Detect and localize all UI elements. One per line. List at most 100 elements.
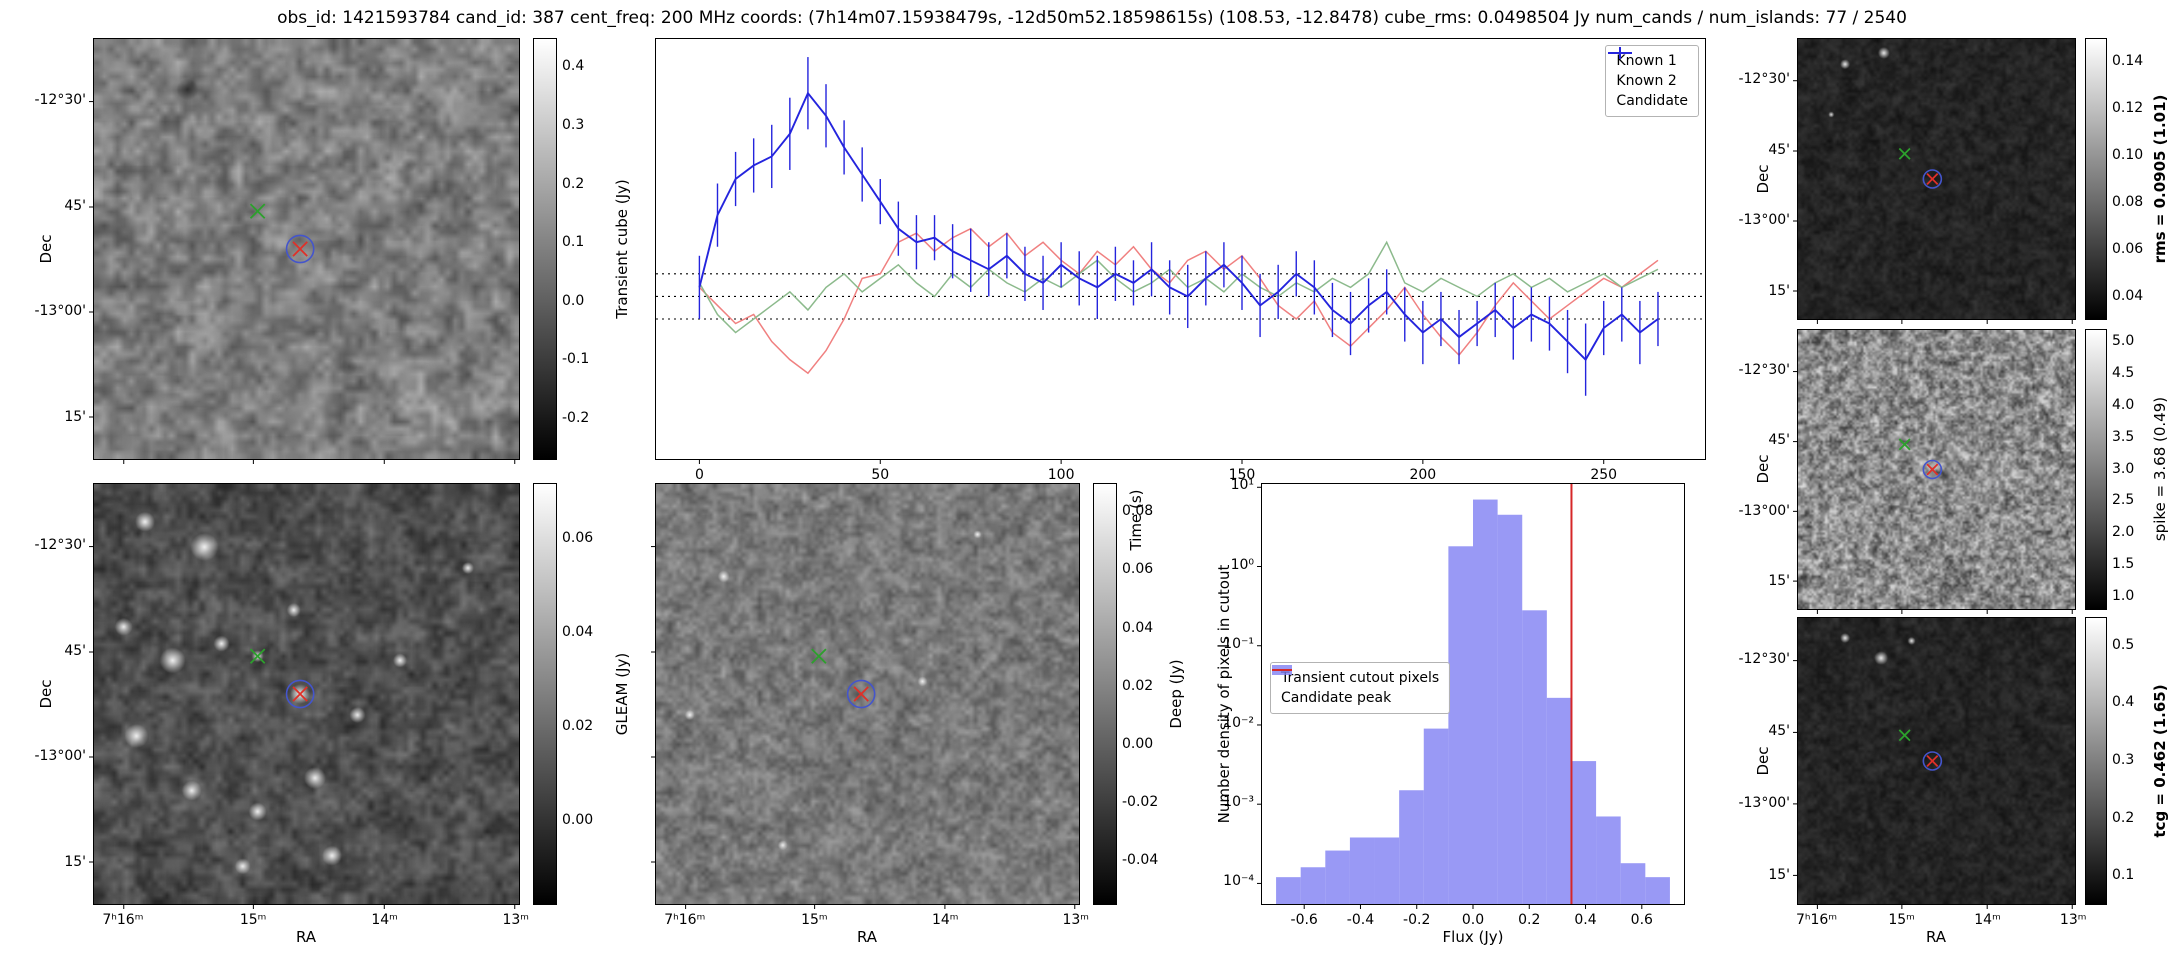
time-axis-label: Time (s) — [1127, 489, 1145, 551]
colorbar-tick-label: 0.04 — [562, 624, 594, 641]
density-tick-label: 10⁻¹ — [1223, 635, 1254, 652]
dec-axis-label: Dec — [1754, 454, 1772, 484]
dec-tick-label: -12°30' — [1738, 71, 1790, 88]
colorbar-tick-label: 0.4 — [562, 58, 585, 75]
ra-tick-label: 13ᵐ — [2059, 912, 2087, 928]
colorbar-tick-label: 0.00 — [562, 811, 594, 828]
colorbar-tick-label: 4.5 — [2112, 364, 2135, 381]
colorbar-tick-label: 0.08 — [1122, 503, 1154, 520]
deep-colorbar-label: Deep (Jy) — [1167, 659, 1185, 729]
dec-tick-label: 15' — [1768, 572, 1790, 589]
deep-cutout-image — [656, 484, 1079, 904]
dec-tick-label: -13°00' — [34, 748, 86, 765]
colorbar-tick-label: 1.5 — [2112, 556, 2135, 573]
dec-tick-label: 45' — [64, 197, 86, 214]
dec-tick-label: -12°30' — [34, 536, 86, 553]
spike-cutout-image — [1798, 330, 2075, 609]
gleam-colorbar — [533, 483, 557, 905]
flux-tick-label: -0.6 — [1290, 912, 1318, 928]
ra-tick-label: 15ᵐ — [801, 912, 828, 928]
ra-tick-label: 14ᵐ — [931, 912, 959, 928]
density-tick-label: 10⁻² — [1223, 714, 1254, 731]
spike-colorbar — [2085, 329, 2107, 610]
dec-axis-label: Dec — [1754, 746, 1772, 776]
tcg-cutout-image — [1798, 618, 2075, 904]
gleam-cutout-panel — [89, 483, 520, 909]
colorbar-tick-label: 5.0 — [2112, 332, 2135, 349]
histogram-ylabel: Number density of pixels in cutout — [1215, 564, 1233, 824]
transient-cutout-panel — [89, 38, 520, 464]
colorbar-tick-label: 0.00 — [1122, 735, 1154, 752]
ra-tick-label: 7ʰ16ᵐ — [664, 912, 706, 928]
legend-item-pixels: Transient cutout pixels — [1272, 665, 1440, 688]
flux-tick-label: -0.4 — [1346, 912, 1375, 928]
colorbar-tick-label: 0.04 — [2112, 287, 2144, 304]
lightcurve-canvas — [656, 57, 1705, 464]
dec-tick-label: -13°00' — [1738, 502, 1790, 519]
time-tick-label: 150 — [1228, 467, 1256, 483]
transient-cutout-overlay — [89, 101, 516, 464]
flux-tick-label: 0.0 — [1461, 912, 1485, 928]
figure-title: obs_id: 1421593784 cand_id: 387 cent_fre… — [277, 8, 1907, 28]
tcg-cutout-overlay — [1793, 660, 2073, 909]
transient-colorbar-label: Transient cube (Jy) — [613, 179, 631, 319]
ra-tick-label: 7ʰ16ᵐ — [1795, 912, 1838, 928]
colorbar-tick-label: 4.0 — [2112, 396, 2135, 413]
flux-tick-label: 0.2 — [1518, 912, 1541, 928]
rms-cutout-image — [1798, 39, 2075, 319]
legend-item-peak: Candidate peak — [1272, 669, 1439, 708]
rms-colorbar — [2085, 38, 2107, 320]
legend-label: Transient cutout pixels — [1281, 670, 1440, 686]
colorbar-tick-label: 1.0 — [2112, 588, 2135, 605]
colorbar-tick-label: -0.1 — [562, 351, 590, 368]
colorbar-tick-label: 2.5 — [2112, 492, 2135, 509]
colorbar-tick-label: 0.06 — [562, 530, 594, 547]
colorbar-tick-label: 0.06 — [1122, 561, 1154, 578]
legend-item-known2: Known 2 — [1608, 52, 1688, 91]
colorbar-tick-label: 0.14 — [2112, 52, 2144, 69]
density-tick-label: 10¹ — [1230, 477, 1254, 494]
dec-tick-label: 15' — [64, 853, 86, 870]
colorbar-tick-label: 0.04 — [1122, 619, 1154, 636]
dec-tick-label: 45' — [1768, 723, 1790, 740]
dec-axis-label: Dec — [1754, 164, 1772, 194]
tcg-cutout-panel — [1793, 617, 2076, 909]
histogram-canvas — [1257, 484, 1670, 909]
colorbar-tick-label: 2.0 — [2112, 524, 2135, 541]
ra-tick-label: 15ᵐ — [239, 912, 267, 928]
colorbar-tick-label: 0.1 — [562, 234, 585, 251]
gleam-colorbar-label: GLEAM (Jy) — [613, 652, 631, 736]
time-tick-label: 50 — [871, 467, 890, 483]
colorbar-tick-label: -0.04 — [1122, 852, 1159, 869]
colorbar-tick-label: 3.5 — [2112, 428, 2135, 445]
spike-cutout-panel — [1793, 329, 2076, 614]
ra-axis-label: RA — [856, 928, 878, 946]
colorbar-tick-label: 0.2 — [562, 175, 585, 192]
dec-tick-label: -13°00' — [34, 303, 86, 320]
dec-tick-label: 45' — [64, 642, 86, 659]
density-tick-label: 10⁰ — [1230, 556, 1254, 573]
colorbar-tick-label: 0.02 — [562, 717, 594, 734]
gleam-cutout-overlay — [89, 546, 516, 909]
dec-tick-label: 45' — [1768, 141, 1790, 158]
rms-colorbar-label: rms = 0.0905 (1.01) — [2151, 94, 2169, 264]
flux-histogram-plot: Transient cutout pixels Candidate peak — [1257, 483, 1685, 909]
flux-tick-label: 0.6 — [1630, 912, 1653, 928]
colorbar-tick-label: 0.5 — [2112, 636, 2135, 653]
colorbar-tick-label: 0.2 — [2112, 809, 2135, 826]
density-tick-label: 10⁻³ — [1223, 794, 1254, 811]
density-tick-label: 10⁻⁴ — [1223, 873, 1254, 890]
time-tick-label: 200 — [1409, 467, 1437, 483]
colorbar-tick-label: 0.08 — [2112, 193, 2144, 210]
dec-tick-label: -13°00' — [1738, 795, 1790, 812]
transient-cutout-image — [94, 39, 519, 459]
transient-colorbar — [533, 38, 557, 460]
dec-tick-label: 15' — [1768, 282, 1790, 299]
ra-axis-label: RA — [295, 928, 317, 946]
ra-tick-label: 13ᵐ — [1062, 912, 1090, 928]
tcg-colorbar — [2085, 617, 2107, 905]
histogram-legend: Transient cutout pixels Candidate peak — [1270, 662, 1451, 714]
legend-item-candidate: Candidate — [1608, 47, 1688, 111]
colorbar-tick-label: -0.2 — [562, 409, 590, 426]
colorbar-tick-label: -0.02 — [1122, 794, 1159, 811]
